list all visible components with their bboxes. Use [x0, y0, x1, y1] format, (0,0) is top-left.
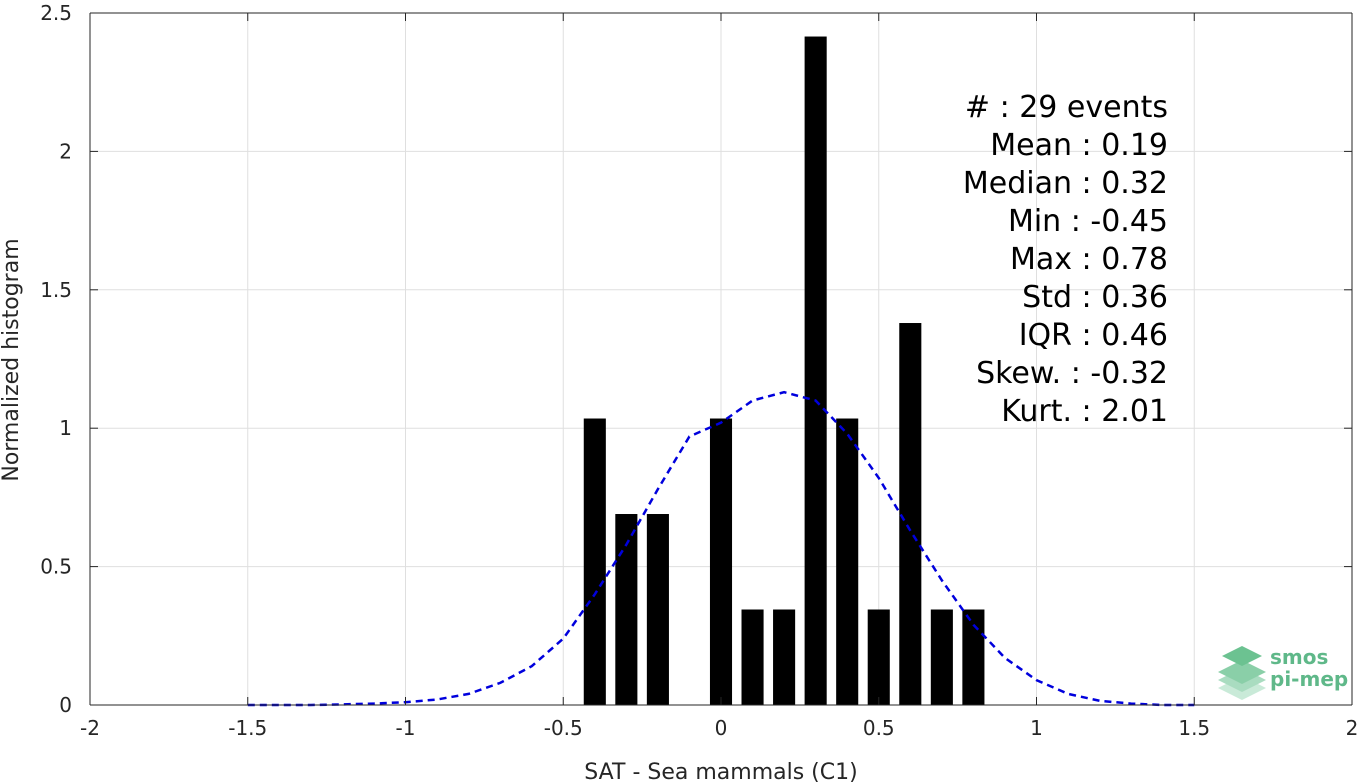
- histogram-bar-6: [773, 609, 796, 705]
- histogram-bar-7: [804, 36, 827, 705]
- x-tick-label-6: 1: [1030, 716, 1043, 740]
- histogram-bar-1: [615, 514, 638, 705]
- logo-text-pi-mep: pi-mep: [1270, 667, 1348, 691]
- stat-line-8: Kurt. : 2.01: [1001, 394, 1168, 429]
- stat-line-5: Std : 0.36: [1022, 280, 1168, 315]
- layers-icon: [1218, 646, 1266, 700]
- histogram-bar-0: [583, 418, 606, 705]
- x-tick-label-3: -0.5: [544, 716, 583, 740]
- stat-line-1: Mean : 0.19: [990, 128, 1168, 163]
- histogram-bar-12: [962, 609, 985, 705]
- y-tick-label-5: 2.5: [40, 1, 72, 25]
- histogram-bar-11: [930, 609, 953, 705]
- stat-line-0: # : 29 events: [965, 90, 1168, 125]
- x-tick-label-1: -1.5: [228, 716, 267, 740]
- histogram-bars: [583, 36, 985, 705]
- y-tick-label-4: 2: [59, 139, 72, 163]
- stat-line-2: Median : 0.32: [963, 166, 1168, 201]
- x-tick-label-7: 1.5: [1178, 716, 1210, 740]
- histogram-bar-8: [836, 418, 859, 705]
- stat-line-3: Min : -0.45: [1008, 204, 1168, 239]
- histogram-bar-4: [709, 418, 733, 705]
- x-axis-title: SAT - Sea mammals (C1): [584, 760, 857, 784]
- x-tick-label-2: -1: [396, 716, 416, 740]
- tick-labels: -2 -1.5 -1 -0.5 0 0.5 1 1.5 2 0 0.5 1 1.5 2 2.5: [40, 1, 1358, 740]
- histogram-bar-9: [867, 609, 890, 705]
- y-tick-label-3: 1.5: [40, 278, 72, 302]
- y-axis-title: Normalized histogram: [0, 238, 24, 481]
- x-tick-label-8: 2: [1346, 716, 1359, 740]
- stat-line-6: IQR : 0.46: [1019, 318, 1168, 353]
- axes: [89, 12, 1353, 706]
- x-tick-label-0: -2: [80, 716, 100, 740]
- y-tick-label-1: 0.5: [40, 555, 72, 579]
- histogram-bar-10: [899, 323, 922, 705]
- y-tick-label-2: 1: [59, 416, 72, 440]
- smos-pi-mep-logo: smos pi-mep: [1218, 645, 1348, 700]
- stat-line-4: Max : 0.78: [1010, 242, 1168, 277]
- histogram-bar-2: [646, 514, 669, 705]
- stat-line-7: Skew. : -0.32: [976, 356, 1168, 391]
- logo-text-smos: smos: [1270, 645, 1328, 669]
- x-tick-label-5: 0.5: [863, 716, 895, 740]
- histogram-bar-5: [741, 609, 764, 705]
- y-tick-label-0: 0: [59, 693, 72, 717]
- x-tick-label-4: 0: [715, 716, 728, 740]
